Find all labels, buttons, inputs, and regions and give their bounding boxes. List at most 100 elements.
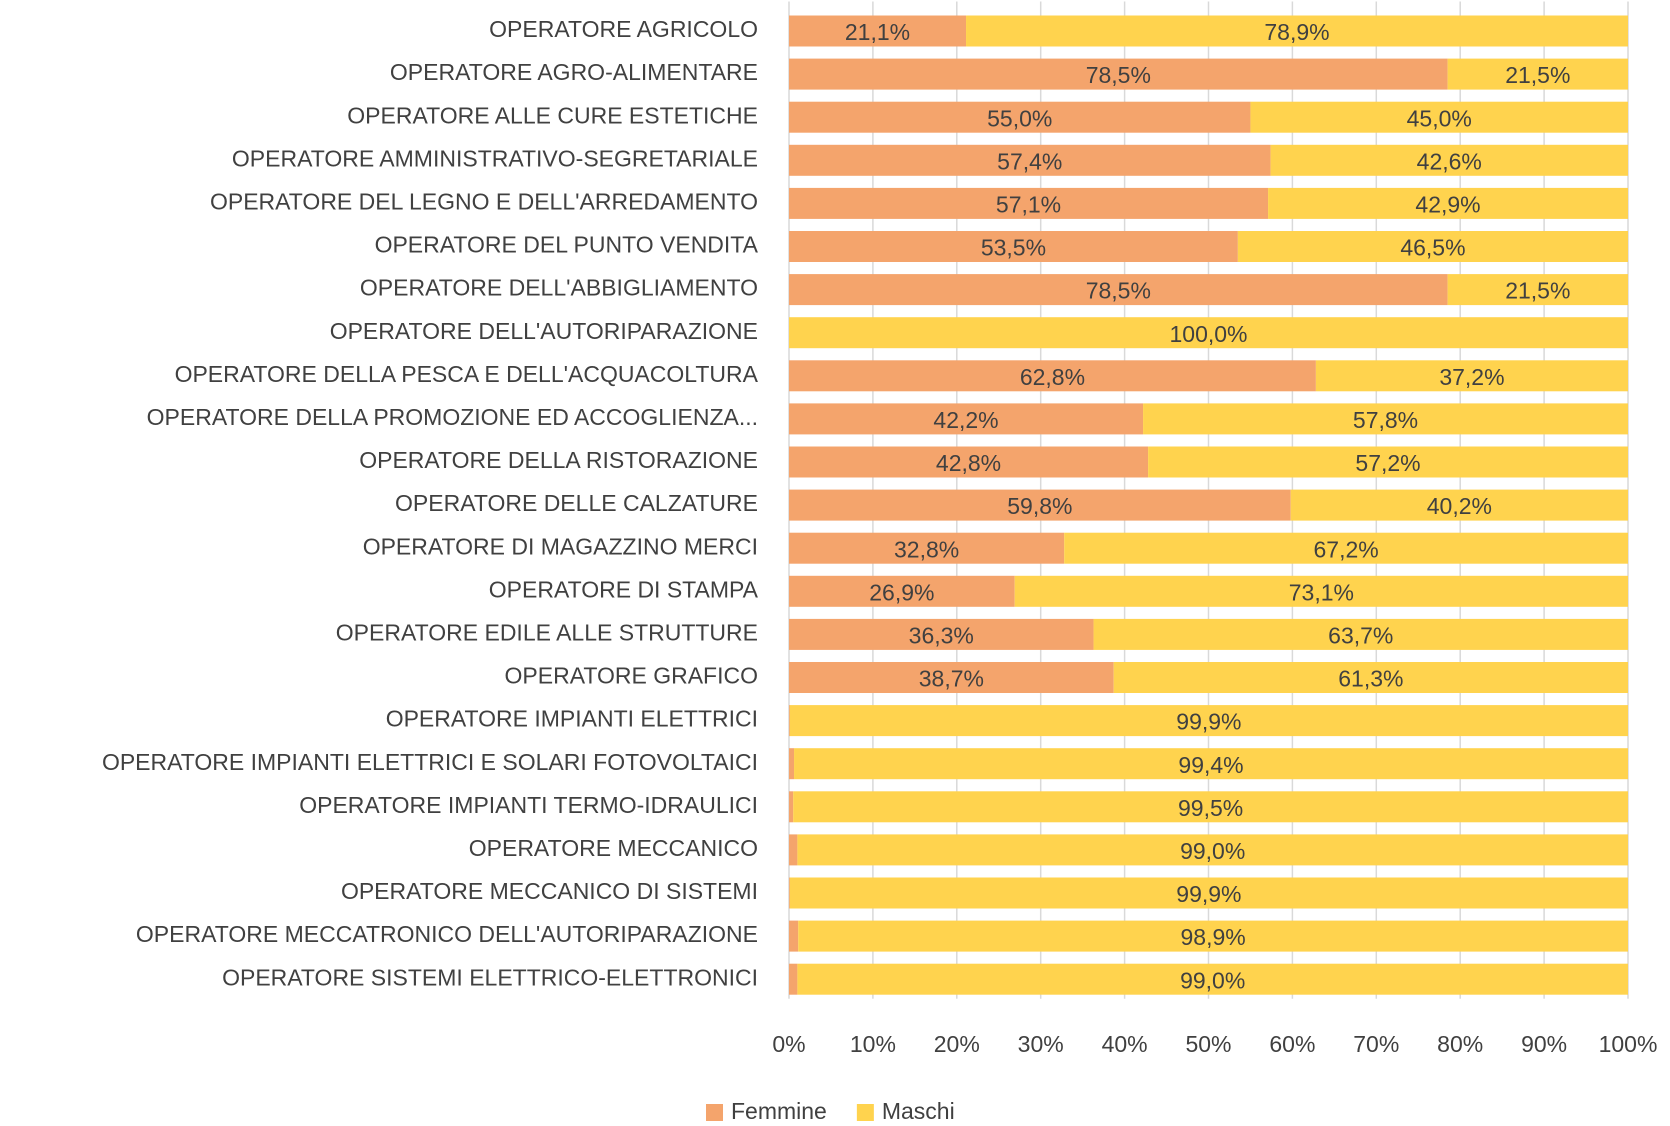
bar-segment: [789, 662, 1114, 693]
data-label: 62,8%: [1020, 364, 1085, 390]
bar-segment: [789, 274, 1448, 306]
x-tick-label: 80%: [1437, 1031, 1483, 1057]
y-tick-label: OPERATORE DELLE CALZATURE: [395, 490, 758, 516]
bar-segment: [1014, 575, 1628, 607]
data-label: 73,1%: [1289, 579, 1354, 605]
x-tick-label: 70%: [1353, 1031, 1399, 1057]
legend-label: Maschi: [882, 1098, 955, 1124]
data-label: 26,9%: [869, 579, 934, 605]
data-label: 57,8%: [1353, 407, 1418, 433]
bar-segment: [789, 187, 1269, 219]
data-label: 42,2%: [933, 407, 998, 433]
data-label: 42,9%: [1415, 191, 1480, 217]
bar-segment: [797, 963, 1628, 995]
data-label: 57,4%: [997, 148, 1062, 174]
y-tick-label: OPERATORE AMMINISTRATIVO-SEGRETARIALE: [232, 145, 758, 171]
x-tick-label: 90%: [1521, 1031, 1567, 1057]
y-tick-label: OPERATORE DI STAMPA: [489, 576, 759, 602]
bar-segment: [789, 532, 1065, 564]
bar-segment: [789, 231, 1238, 262]
bar-segment: [1290, 489, 1628, 521]
bar-segment: [1315, 360, 1628, 392]
bar-segment: [789, 920, 799, 952]
data-label: 63,7%: [1328, 622, 1393, 648]
bar-segment: [798, 920, 1628, 952]
x-tick-label: 10%: [850, 1031, 896, 1057]
data-label: 57,2%: [1355, 450, 1420, 476]
y-tick-label: OPERATORE MECCANICO DI SISTEMI: [341, 878, 758, 904]
data-label: 78,9%: [1264, 19, 1329, 45]
y-tick-label: OPERATORE AGRO-ALIMENTARE: [390, 59, 758, 85]
data-label: 42,6%: [1417, 148, 1482, 174]
bar-segment: [789, 317, 1628, 349]
data-label: 40,2%: [1427, 493, 1492, 519]
bar-segment: [1447, 274, 1628, 306]
bar-segment: [1113, 662, 1628, 693]
y-tick-label: OPERATORE MECCATRONICO DELL'AUTORIPARAZI…: [136, 921, 758, 947]
data-label: 67,2%: [1313, 536, 1378, 562]
bar-segment: [789, 15, 967, 47]
x-tick-label: 100%: [1599, 1031, 1658, 1057]
data-label: 99,4%: [1178, 752, 1243, 778]
bar-segment: [789, 144, 1271, 176]
data-label: 99,0%: [1180, 967, 1245, 993]
y-tick-label: OPERATORE DELLA PROMOZIONE ED ACCOGLIENZ…: [147, 404, 758, 430]
bar-segment: [1064, 532, 1628, 564]
legend-swatch: [856, 1104, 874, 1121]
bar-segment: [1143, 403, 1628, 435]
data-label: 78,5%: [1086, 62, 1151, 88]
bar-segment: [1270, 144, 1628, 176]
y-tick-label: OPERATORE EDILE ALLE STRUTTURE: [336, 619, 758, 645]
y-tick-label: OPERATORE GRAFICO: [505, 663, 758, 689]
y-tick-label: OPERATORE IMPIANTI ELETTRICI E SOLARI FO…: [102, 749, 758, 775]
y-tick-label: OPERATORE MECCANICO: [469, 835, 758, 861]
data-label: 57,1%: [996, 191, 1061, 217]
bar-segment: [789, 791, 794, 823]
bar-segment: [789, 618, 1094, 650]
bar-segment: [789, 403, 1144, 435]
y-tick-label: OPERATORE DI MAGAZZINO MERCI: [363, 533, 758, 559]
bar-segment: [797, 834, 1628, 866]
bar-segment: [789, 705, 790, 737]
data-label: 32,8%: [894, 536, 959, 562]
y-tick-label: OPERATORE IMPIANTI ELETTRICI: [386, 706, 758, 732]
data-label: 99,5%: [1178, 795, 1243, 821]
data-label: 46,5%: [1400, 235, 1465, 261]
data-label: 55,0%: [987, 105, 1052, 131]
bar-segment: [789, 748, 795, 780]
legend-label: Femmine: [731, 1098, 827, 1124]
y-tick-label: OPERATORE IMPIANTI TERMO-IDRAULICI: [299, 792, 758, 818]
y-tick-label: OPERATORE DELLA RISTORAZIONE: [359, 447, 758, 473]
y-tick-label: OPERATORE DEL PUNTO VENDITA: [375, 232, 759, 258]
data-label: 53,5%: [981, 235, 1046, 261]
bar-segment: [789, 360, 1316, 392]
x-tick-label: 0%: [772, 1031, 805, 1057]
bar-segment: [789, 58, 1448, 90]
data-label: 42,8%: [936, 450, 1001, 476]
y-tick-label: OPERATORE ALLE CURE ESTETICHE: [347, 102, 758, 128]
bar-segment: [1093, 618, 1628, 650]
x-tick-label: 20%: [934, 1031, 980, 1057]
bar-segment: [1447, 58, 1628, 90]
data-label: 99,9%: [1176, 881, 1241, 907]
bar-segment: [789, 101, 1251, 133]
bar-segment: [789, 877, 1628, 909]
data-label: 100,0%: [1169, 321, 1247, 347]
bar-segment: [794, 748, 1628, 780]
x-tick-label: 30%: [1018, 1031, 1064, 1057]
bar-segment: [1148, 446, 1628, 478]
bar-segment: [789, 877, 790, 909]
bar-segment: [1250, 101, 1628, 133]
data-label: 36,3%: [909, 622, 974, 648]
data-label: 99,9%: [1176, 709, 1241, 735]
bar-segment: [966, 15, 1628, 47]
data-label: 21,1%: [845, 19, 910, 45]
bar-segment: [1268, 187, 1628, 219]
x-tick-label: 60%: [1269, 1031, 1315, 1057]
data-label: 98,9%: [1181, 924, 1246, 950]
bar-segment: [789, 489, 1291, 521]
y-tick-label: OPERATORE DEL LEGNO E DELL'ARREDAMENTO: [210, 188, 758, 214]
data-label: 38,7%: [919, 666, 984, 692]
bar-segment: [789, 963, 798, 995]
bar-segment: [789, 834, 798, 866]
